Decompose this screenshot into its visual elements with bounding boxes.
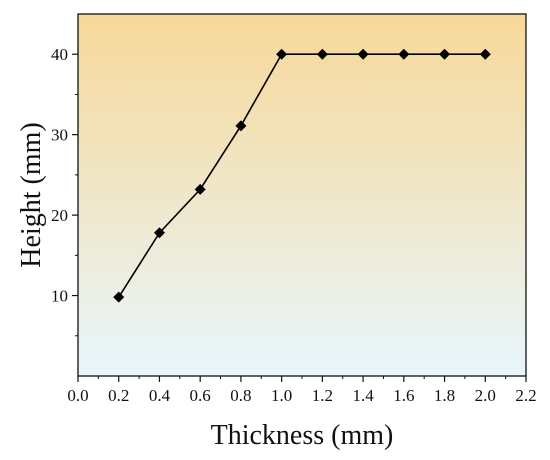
x-axis: 0.0 0.2 0.4 0.6 0.8 1.0 1.2 1.4 1.6 1.8 2.0 2.2: [67, 376, 537, 405]
plot-area: [78, 14, 526, 376]
data-point: [439, 48, 451, 60]
x-tick-label: 0.0: [67, 386, 88, 405]
data-layer: [113, 48, 491, 303]
x-axis-title: Thickness (mm): [211, 420, 394, 451]
y-tick-label: 10: [51, 287, 68, 306]
x-tick-label: 0.6: [190, 386, 211, 405]
x-tick-label: 1.2: [312, 386, 333, 405]
x-tick-label: 0.4: [149, 386, 171, 405]
data-point: [235, 120, 247, 132]
data-point: [113, 291, 125, 303]
x-tick-label: 0.8: [230, 386, 251, 405]
x-tick-label: 1.8: [434, 386, 455, 405]
series-line: [118, 53, 486, 298]
data-point: [357, 48, 369, 60]
y-axis: 10 20 30 40: [51, 45, 78, 337]
data-point: [153, 227, 165, 239]
data-point: [398, 48, 410, 60]
x-tick-label: 1.0: [271, 386, 292, 405]
data-point: [194, 183, 206, 195]
y-tick-label: 20: [51, 206, 68, 225]
y-tick-label: 30: [51, 126, 68, 145]
y-axis-title: Height (mm): [16, 122, 47, 267]
data-point: [276, 48, 288, 60]
x-tick-label: 2.2: [515, 386, 536, 405]
x-tick-label: 1.4: [352, 386, 374, 405]
data-point: [479, 48, 491, 60]
x-tick-label: 1.6: [393, 386, 414, 405]
data-point: [316, 48, 328, 60]
x-tick-label: 0.2: [108, 386, 129, 405]
x-tick-label: 2.0: [475, 386, 496, 405]
y-tick-label: 40: [51, 45, 68, 64]
